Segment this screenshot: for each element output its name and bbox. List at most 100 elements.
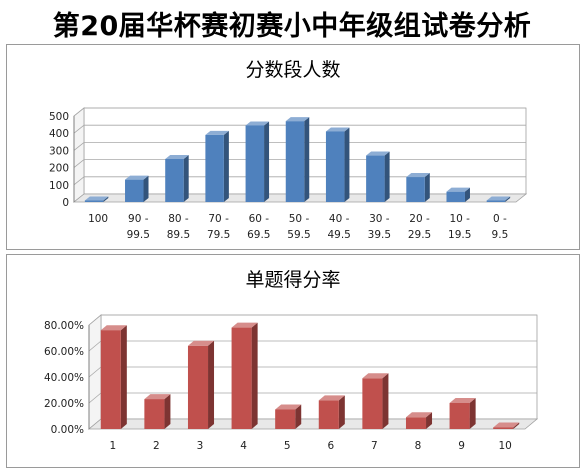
bar (325, 127, 350, 202)
bar-side (382, 373, 389, 429)
bar-top (165, 155, 189, 159)
x-tick-label: 1 (109, 440, 116, 452)
gridline (88, 366, 102, 378)
bar (231, 322, 258, 429)
bar (187, 340, 215, 429)
bar-top (245, 121, 270, 126)
bar (318, 395, 345, 429)
chart-plot-area: 0 100 200 300 400 500 100 90 - 99.5 80 - 89.5 70 - 7… (49, 107, 528, 241)
gridline (88, 314, 102, 326)
bar-front (144, 399, 165, 429)
bar-top (405, 412, 433, 418)
bar-top (318, 395, 345, 401)
x-tick-label: 8 (415, 440, 422, 452)
y-tick-label: 60.00% (44, 346, 84, 358)
y-tick-label: 200 (49, 163, 69, 175)
x-tick-label: 69.5 (247, 229, 270, 241)
bar-front (493, 427, 514, 429)
x-tick-label: 6 (327, 440, 334, 452)
x-tick-label: 20 - (409, 213, 430, 225)
bar-front (84, 200, 104, 202)
bar-side (120, 325, 127, 429)
gridline (73, 107, 85, 117)
y-tick-label: 100 (49, 180, 69, 192)
bar-side (304, 117, 310, 202)
bar-top (486, 196, 511, 201)
gridline (73, 142, 85, 151)
bar-top (449, 398, 476, 403)
bar-side (469, 398, 476, 429)
bar (84, 196, 109, 202)
x-tick-label: 70 - (208, 213, 229, 225)
bar-side (344, 127, 350, 202)
x-tick-label: 80 - (168, 213, 189, 225)
bar-side (143, 175, 149, 202)
y-tick-label: 0.00% (51, 424, 84, 436)
chart-score-distribution: 分数段人数 0 100 200 300 400 500 100 90 - 99.5 80 - 89.… (6, 44, 580, 250)
bar-front (405, 417, 427, 429)
x-tick-label: 60 - (249, 213, 270, 225)
gridline (73, 176, 85, 186)
bar-side (164, 394, 171, 429)
bar-top (275, 404, 302, 410)
x-tick-label: 9 (458, 440, 465, 452)
x-tick-label: 10 (499, 440, 512, 452)
bar-front (100, 330, 121, 429)
bar-top (187, 340, 215, 346)
bar (366, 151, 390, 202)
bar-top (446, 187, 470, 192)
bar-front (486, 200, 506, 202)
bar-front (449, 403, 470, 429)
bar-top (231, 322, 258, 328)
gridline (73, 159, 85, 168)
bar (144, 394, 171, 429)
bar (165, 155, 189, 202)
y-tick-label: 400 (49, 128, 69, 140)
bar-side (183, 155, 189, 202)
x-tick-label: 100 (88, 213, 108, 225)
bar (275, 404, 302, 429)
y-tick-label: 40.00% (44, 372, 84, 384)
bar-side (295, 404, 302, 429)
bar-top (144, 394, 171, 400)
bar-front (231, 327, 252, 429)
x-tick-label: 89.5 (167, 229, 190, 241)
bar-front (187, 345, 209, 429)
bar (405, 412, 433, 429)
bar-front (325, 131, 345, 202)
bar (205, 130, 229, 202)
bar (362, 373, 389, 429)
bar-side (426, 412, 433, 429)
bar-front (366, 155, 385, 202)
x-tick-label: 9.5 (492, 229, 509, 241)
bar-side (513, 422, 520, 429)
bar-side (223, 130, 229, 202)
x-tick-label: 29.5 (408, 229, 431, 241)
bar (446, 187, 470, 202)
bar (486, 196, 511, 202)
bar-front (165, 159, 184, 202)
bar-top (84, 196, 109, 201)
x-tick-label: 49.5 (327, 229, 350, 241)
bar-top (493, 422, 520, 428)
x-tick-label: 19.5 (448, 229, 471, 241)
bar-front (446, 191, 465, 202)
bar-front (125, 179, 144, 202)
bar (100, 325, 127, 429)
bar-front (245, 125, 265, 202)
bar-side (103, 196, 109, 202)
gridline (73, 124, 85, 134)
bar-side (384, 151, 390, 202)
bar-side (251, 322, 258, 429)
bar-front (275, 409, 296, 429)
x-tick-label: 4 (240, 440, 247, 452)
bar-top (366, 151, 390, 156)
gridline (88, 340, 102, 352)
bar-side (208, 340, 215, 429)
bar (493, 422, 520, 429)
y-tick-label: 0 (62, 197, 69, 209)
bar (449, 398, 476, 429)
bar-top (406, 173, 430, 178)
bar-front (318, 400, 339, 429)
bar-side (505, 196, 511, 202)
